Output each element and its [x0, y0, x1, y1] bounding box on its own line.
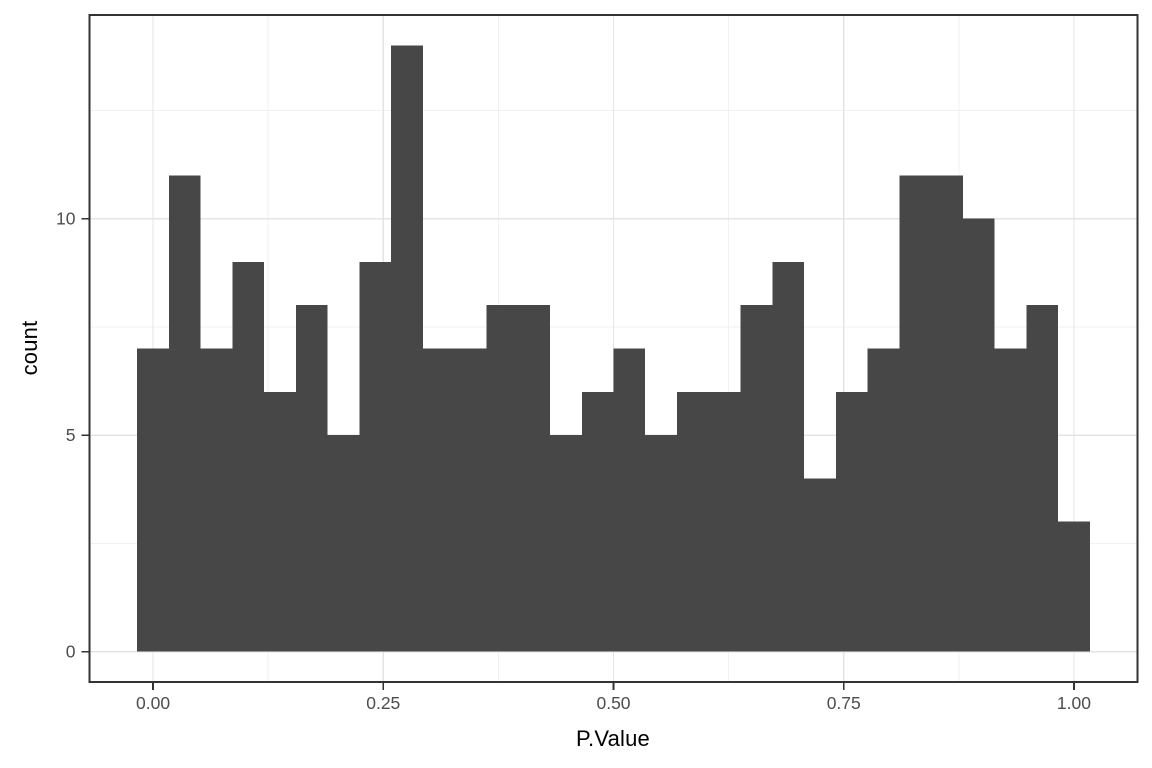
histogram-bar: [391, 45, 424, 652]
histogram-bar: [899, 175, 932, 652]
histogram-bar: [835, 391, 868, 652]
histogram-bar: [486, 305, 519, 652]
histogram-bar: [677, 391, 709, 652]
histogram-bar: [168, 175, 201, 652]
histogram-bar: [772, 261, 805, 652]
x-tick-label: 0.75: [827, 693, 861, 713]
x-tick-label: 0.00: [136, 693, 170, 713]
histogram-bar: [1058, 521, 1090, 652]
histogram-bar: [1026, 305, 1059, 652]
y-axis-title: count: [17, 320, 42, 376]
x-tick-label: 0.50: [596, 693, 630, 713]
histogram-bar: [581, 391, 614, 652]
x-axis-title: P.Value: [576, 726, 650, 751]
y-tick-label: 5: [66, 425, 76, 445]
histogram-bar: [740, 305, 773, 652]
x-tick-label: 1.00: [1057, 693, 1091, 713]
histogram-bar: [994, 348, 1027, 652]
histogram-bar: [359, 261, 392, 652]
histogram-bar: [137, 348, 169, 652]
histogram-bar: [931, 175, 963, 652]
histogram-bar: [327, 435, 360, 652]
histogram-bar: [708, 391, 741, 652]
histogram-bar: [200, 348, 233, 652]
y-tick-label: 0: [66, 642, 76, 662]
histogram-bar: [867, 348, 900, 652]
histogram-bar: [645, 435, 677, 652]
histogram-bar: [232, 261, 265, 652]
histogram-bar: [518, 305, 550, 652]
histogram-bar: [962, 218, 995, 652]
histogram-bar: [550, 435, 582, 652]
histogram-bar: [264, 391, 296, 652]
histogram-bar: [803, 478, 836, 652]
histogram-bar: [422, 348, 455, 652]
histogram-bar: [613, 348, 646, 652]
histogram-bar: [454, 348, 487, 652]
y-tick-label: 10: [56, 209, 76, 229]
histogram-bar: [295, 305, 328, 652]
x-tick-label: 0.25: [366, 693, 400, 713]
